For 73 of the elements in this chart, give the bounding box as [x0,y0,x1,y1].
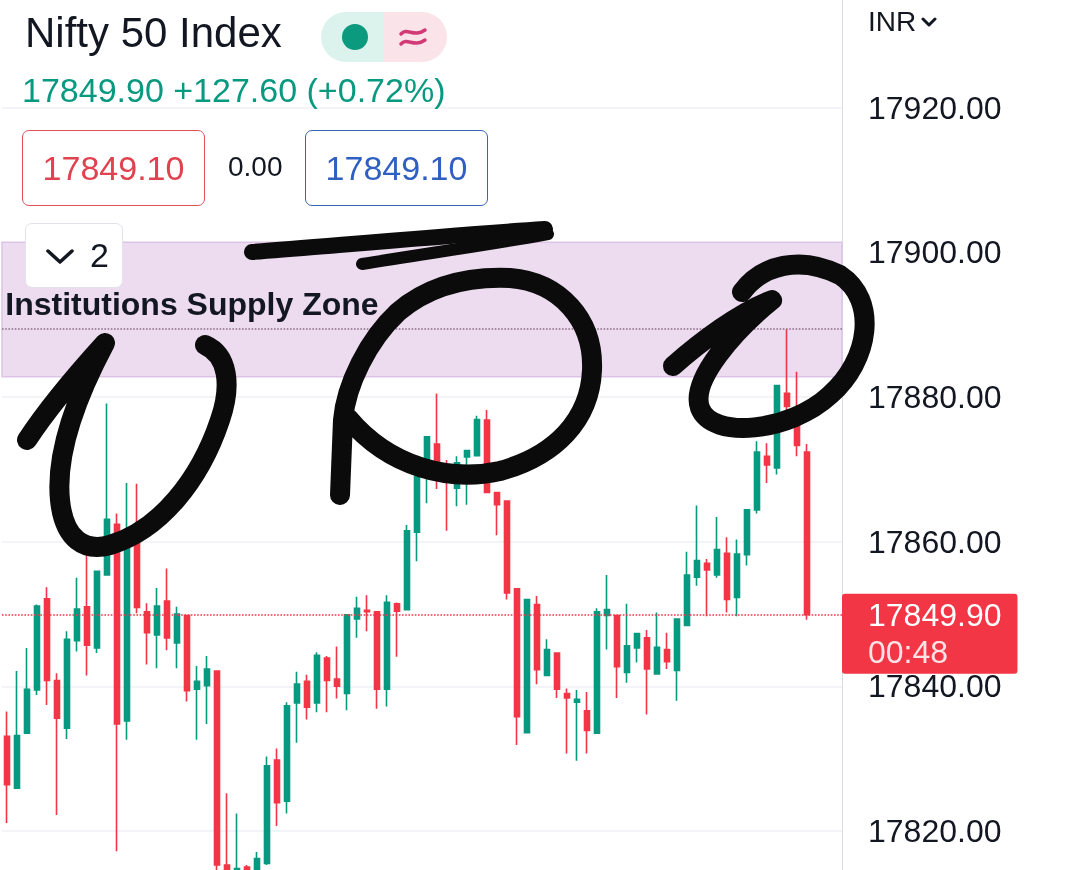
y-tick-label: 17820.00 [868,812,1002,849]
candlestick [563,687,571,755]
candlestick [323,655,331,714]
candlestick [573,689,581,762]
annotation: 0.00 [228,151,283,182]
candlestick [33,603,41,696]
band-label: Institutions Supply Zone [5,285,379,322]
candlestick [743,509,751,567]
annotation: 17849.10 [325,148,468,188]
candlestick [413,475,421,562]
collapse-button: 2 [25,223,123,288]
candlestick [283,701,291,815]
candlestick [93,570,101,654]
candlestick [603,574,611,651]
candlestick [403,524,411,611]
candlestick [473,415,481,457]
y-tick-label: 17860.00 [868,523,1002,560]
candlestick [303,673,311,721]
text: 17849.90 +127.60 (+0.72%) [22,70,446,110]
candlestick [593,607,601,735]
y-tick-label: 17840.00 [868,668,1002,705]
candlestick [233,812,241,870]
candlestick [73,577,81,653]
candlestick [293,671,301,744]
candlestick [553,652,561,699]
candlestick [783,328,791,411]
y-tick-label: 17920.00 [868,89,1002,126]
candlestick [253,851,261,870]
candlestick [663,631,671,670]
text: INR [868,6,917,37]
candlestick [623,603,631,684]
annotation: 2 [90,235,109,275]
candlestick [523,598,531,734]
candlestick [13,670,21,790]
candlestick [313,651,321,714]
candlestick [643,629,651,716]
candlestick [173,605,181,670]
candlestick [753,440,761,515]
candlestick [153,587,161,670]
candlestick [63,630,71,740]
candlestick [223,792,231,870]
price-button: 17849.10 [305,130,488,206]
candlestick [383,594,391,708]
candlestick [53,672,61,816]
candlestick [583,691,591,755]
candlestick [213,670,221,870]
annotation: 17849.10 [42,148,185,188]
candlestick [193,665,201,741]
candlestick [353,595,361,639]
y-tick-label: 17900.00 [868,234,1002,271]
candlestick [543,638,551,677]
price-button: 17849.10 [22,130,205,206]
candlestick [3,710,11,824]
candlestick [673,618,681,702]
candlestick [23,647,31,735]
candlestick [503,500,511,601]
candlestick [493,491,501,536]
candlestick [713,516,721,579]
candlestick [733,538,741,617]
candlestick [243,864,251,870]
candlestick [343,613,351,711]
y-tick-label: 17880.00 [868,379,1002,416]
candlestick [633,632,641,664]
ref-line-label: 17849.90 00:48 [868,597,1002,671]
candlestick [263,755,271,866]
candlestick [333,645,341,700]
candlestick [653,611,661,675]
candlestick [693,504,701,587]
chart-title: Nifty 50 Index [25,9,282,57]
candlestick [763,442,771,484]
candlestick [683,551,691,627]
candlestick [273,747,281,827]
candlestick [203,655,211,725]
